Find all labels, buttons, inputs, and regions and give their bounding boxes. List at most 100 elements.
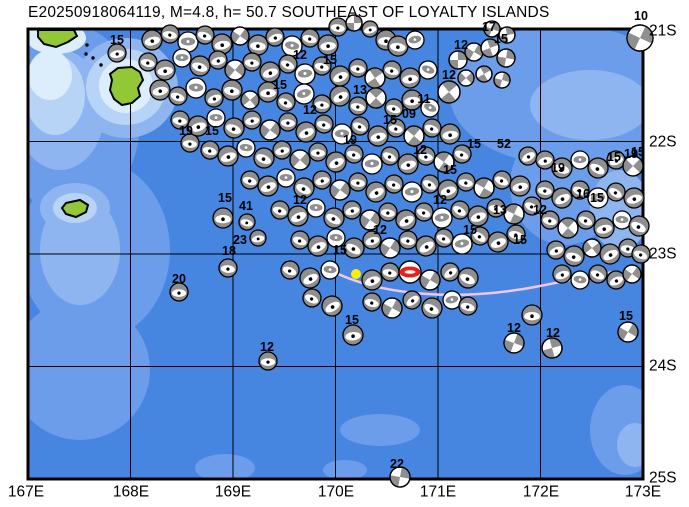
focal-mechanism <box>224 59 246 81</box>
island-shape <box>60 198 90 219</box>
focal-mechanism <box>325 151 347 173</box>
focal-mechanism <box>141 29 163 51</box>
x-axis-label: 171E <box>420 484 456 501</box>
focal-mechanism <box>503 203 525 225</box>
depth-label: 15 <box>590 191 604 205</box>
focal-mechanism <box>312 170 332 190</box>
focal-mechanism <box>475 65 493 83</box>
depth-label: 12 <box>533 203 547 217</box>
focal-mechanism <box>467 205 489 227</box>
focal-mechanism <box>361 269 383 291</box>
focal-mechanism <box>236 138 256 158</box>
focal-mechanism <box>270 200 290 220</box>
focal-mechanism <box>272 140 292 160</box>
focal-mechanism <box>293 177 315 199</box>
focal-mechanism <box>259 119 281 141</box>
focal-mechanism <box>552 264 572 284</box>
focal-mechanism <box>265 27 285 47</box>
focal-mechanism <box>345 14 363 32</box>
focal-mechanism <box>576 210 596 230</box>
focal-mechanism <box>257 81 279 103</box>
bathymetry-contour <box>323 460 367 479</box>
focal-mechanism <box>563 245 585 267</box>
focal-mechanism <box>398 230 418 250</box>
y-axis-label: 23S <box>649 246 677 263</box>
focal-mechanism <box>509 175 531 197</box>
focal-mechanism <box>606 150 626 170</box>
focal-mechanism <box>170 110 190 130</box>
focal-mechanism <box>518 146 538 166</box>
bathymetry-contour <box>530 70 643 140</box>
depth-label: 12 <box>546 326 560 340</box>
focal-mechanism <box>433 151 455 173</box>
focal-mechanism <box>343 237 365 259</box>
focal-mechanism <box>381 297 403 319</box>
islet-dot <box>91 56 95 60</box>
focal-mechanism <box>402 290 422 310</box>
focal-mechanism <box>230 26 250 46</box>
focal-mechanism <box>331 123 353 145</box>
focal-mechanism <box>414 202 434 222</box>
focal-mechanism <box>329 179 351 201</box>
focal-mechanism <box>302 288 322 308</box>
focal-mechanism <box>399 67 421 89</box>
focal-mechanism <box>169 282 189 302</box>
depth-label: 13 <box>493 203 507 217</box>
focal-mechanism <box>204 88 224 108</box>
focal-mechanism <box>287 205 309 227</box>
focal-mechanism <box>457 69 475 87</box>
focal-mechanism <box>221 79 243 101</box>
focal-mechanism <box>257 175 279 197</box>
focal-mechanism <box>154 59 176 81</box>
depth-label: 12 <box>442 68 456 82</box>
focal-mechanism <box>361 20 379 38</box>
focal-mechanism <box>314 114 334 134</box>
focal-mechanism <box>470 226 490 246</box>
focal-mechanism <box>323 207 345 229</box>
focal-mechanism <box>223 117 245 139</box>
focal-mechanism <box>557 217 579 239</box>
focal-mechanism <box>321 295 343 317</box>
focal-mechanism <box>506 224 526 244</box>
depth-label: 18 <box>222 244 236 258</box>
focal-mechanism <box>448 50 468 70</box>
focal-mechanism <box>280 260 300 280</box>
focal-mechanism <box>187 115 209 137</box>
focal-mechanism <box>208 50 228 70</box>
depth-label: 12 <box>373 223 387 237</box>
depth-label: 13 <box>353 83 367 97</box>
focal-mechanism <box>384 98 404 118</box>
focal-mechanism <box>306 198 326 218</box>
y-axis-label: 25S <box>649 470 677 487</box>
focal-mechanism <box>389 466 411 488</box>
epicenter-marker <box>351 269 361 279</box>
bathymetry-contour <box>28 300 150 440</box>
depth-label: 16 <box>576 187 590 201</box>
focal-mechanism <box>434 228 454 248</box>
focal-mechanism <box>606 270 626 290</box>
focal-mechanism <box>483 20 501 38</box>
focal-mechanism <box>342 200 362 220</box>
depth-label: 15 <box>383 113 397 127</box>
focal-mechanism <box>380 146 400 166</box>
focal-mechanism <box>350 116 370 136</box>
focal-mechanism <box>486 198 506 218</box>
depth-label: 11 <box>417 92 430 106</box>
focal-mechanism <box>442 290 462 310</box>
beachball-layer <box>107 14 654 488</box>
focal-mechanism <box>293 83 315 105</box>
focal-mechanism <box>415 235 437 257</box>
focal-mechanism <box>189 55 211 77</box>
focal-mechanism <box>312 56 332 76</box>
y-axis-label: 22S <box>649 134 677 151</box>
depth-label: 19 <box>179 124 193 138</box>
focal-mechanism <box>278 112 298 132</box>
focal-mechanism <box>177 31 199 53</box>
focal-mechanism <box>317 34 339 56</box>
x-axis-label: 167E <box>8 484 44 501</box>
focal-mechanism <box>487 231 509 253</box>
plot-title: E20250918064119, M=4.8, h= 50.7 SOUTHEAS… <box>28 4 550 21</box>
focal-mechanism <box>419 269 441 291</box>
focal-mechanism <box>401 181 423 203</box>
